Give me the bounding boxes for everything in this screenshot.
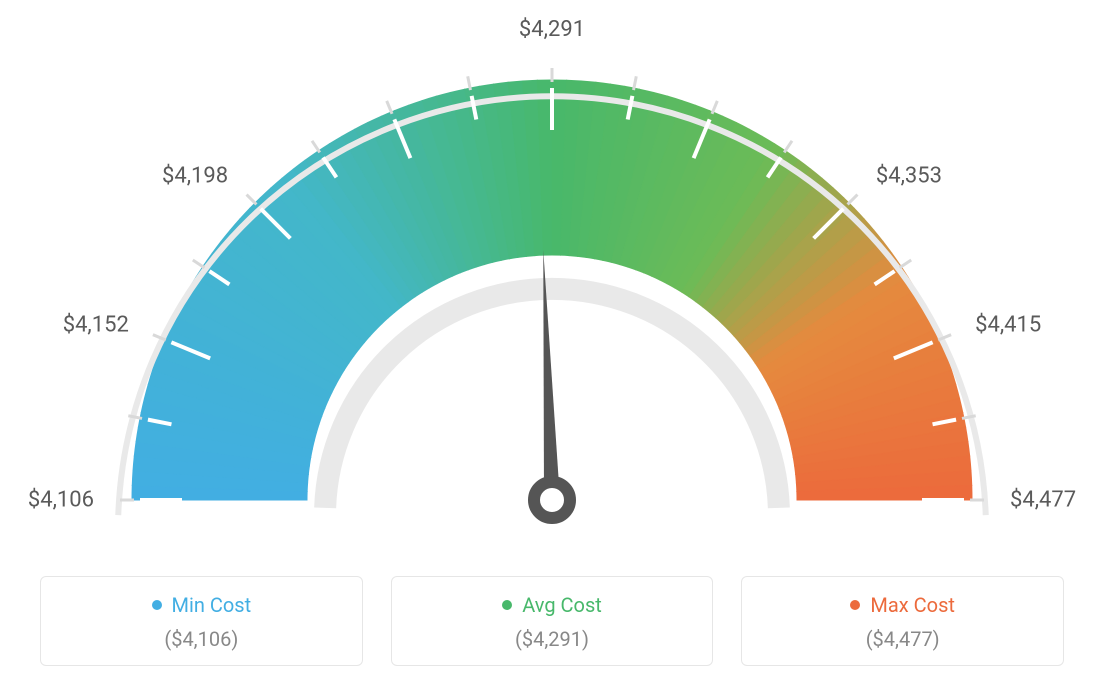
legend-title-avg: Avg Cost: [502, 593, 602, 617]
gauge-tick-label: $4,106: [28, 488, 94, 513]
gauge-tick-label: $4,353: [876, 164, 942, 189]
legend-row: Min Cost ($4,106) Avg Cost ($4,291) Max …: [40, 576, 1064, 666]
legend-value-max: ($4,477): [758, 627, 1047, 651]
gauge-chart-container: $4,106 $4,152 $4,198 $4,291 $4,353 $4,415 $4,4…: [0, 0, 1104, 690]
legend-dot-max: [850, 600, 860, 610]
gauge-tick-label: $4,477: [1010, 488, 1076, 513]
gauge-tick-label: $4,152: [63, 312, 129, 337]
legend-label-min: Min Cost: [172, 593, 252, 617]
legend-dot-avg: [502, 600, 512, 610]
legend-card-min: Min Cost ($4,106): [40, 576, 363, 666]
legend-dot-min: [152, 600, 162, 610]
gauge-tick-label: $4,291: [519, 17, 585, 42]
gauge-tick-label: $4,415: [975, 312, 1041, 337]
legend-value-avg: ($4,291): [408, 627, 697, 651]
gauge-tick-label: $4,198: [162, 164, 228, 189]
legend-title-min: Min Cost: [152, 593, 252, 617]
legend-card-avg: Avg Cost ($4,291): [391, 576, 714, 666]
legend-title-max: Max Cost: [850, 593, 955, 617]
legend-label-max: Max Cost: [870, 593, 955, 617]
gauge-area: $4,106 $4,152 $4,198 $4,291 $4,353 $4,415 $4,4…: [0, 0, 1104, 560]
legend-value-min: ($4,106): [57, 627, 346, 651]
legend-card-max: Max Cost ($4,477): [741, 576, 1064, 666]
legend-label-avg: Avg Cost: [522, 593, 602, 617]
gauge-svg: [0, 0, 1104, 560]
